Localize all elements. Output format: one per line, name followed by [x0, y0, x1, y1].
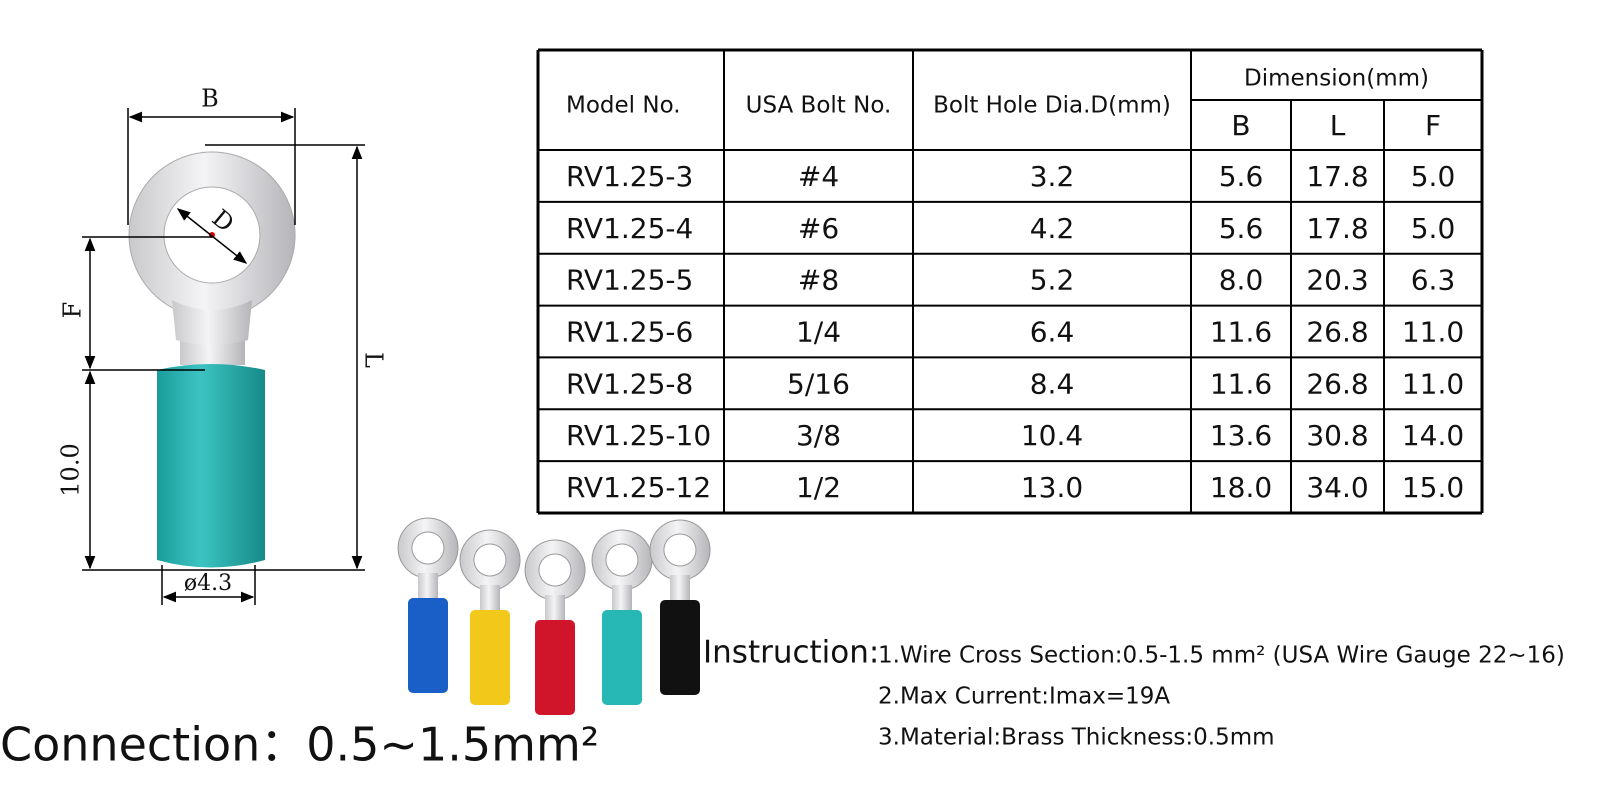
sub-header: L: [1330, 109, 1346, 142]
table-cell: 3/8: [796, 419, 841, 452]
table-cell: 6.4: [1030, 316, 1075, 349]
table-cell: 11.0: [1402, 316, 1464, 349]
table-cell: 5.0: [1411, 160, 1456, 193]
terminal-drawing: [128, 151, 296, 568]
table-cell: 26.8: [1306, 316, 1368, 349]
table-cell: 5.2: [1030, 264, 1075, 297]
table-cell: 6.3: [1411, 264, 1456, 297]
table-cell: 3.2: [1030, 160, 1075, 193]
table-cell: 13.6: [1210, 419, 1272, 452]
dimension-lines: [82, 108, 365, 605]
table-cell: 20.3: [1306, 264, 1368, 297]
table-cell: 5.0: [1411, 212, 1456, 245]
mini-ring: [524, 539, 586, 601]
group-header: Dimension(mm): [1244, 66, 1429, 92]
table-cell: 11.0: [1402, 367, 1464, 400]
instruction-list: 1.Wire Cross Section:0.5-1.5 mm² (USA Wi…: [878, 643, 1565, 751]
instruction-label: Instruction:: [703, 635, 879, 671]
table-cell: 14.0: [1402, 419, 1464, 452]
table-cell: 4.2: [1030, 212, 1075, 245]
table-cell: RV1.25-5: [566, 264, 693, 297]
label-f: F: [59, 302, 87, 319]
table-cell: RV1.25-10: [566, 419, 711, 452]
table-cell: 11.6: [1210, 316, 1272, 349]
label-l: L: [360, 352, 388, 368]
table-cell: 8.0: [1219, 264, 1264, 297]
table-cell: #6: [798, 212, 839, 245]
table-cell: #8: [798, 264, 839, 297]
connection-text: Connection：0.5~1.5mm²: [0, 718, 599, 772]
table-cell: 18.0: [1210, 471, 1272, 504]
mini-ring: [649, 519, 711, 581]
mini-ring: [591, 529, 653, 591]
table-cell: 10.4: [1021, 419, 1083, 452]
mini-terminal: [459, 529, 521, 705]
instruction-item: 2.Max Current:Imax=19A: [878, 684, 1170, 710]
table-cell: RV1.25-3: [566, 160, 693, 193]
table-cell: 30.8: [1306, 419, 1368, 452]
mini-sleeve: [470, 610, 510, 705]
table-cell: 11.6: [1210, 367, 1272, 400]
column-header: Bolt Hole Dia.D(mm): [933, 93, 1171, 119]
table-cell: 34.0: [1306, 471, 1368, 504]
mini-neck: [612, 585, 632, 615]
table-cell: RV1.25-8: [566, 367, 693, 400]
label-sleeve: 10.0: [57, 443, 85, 496]
label-diameter: ø4.3: [184, 571, 232, 596]
mini-neck: [670, 575, 690, 605]
mini-ring: [459, 529, 521, 591]
column-header: Model No.: [566, 93, 681, 119]
table-cell: 17.8: [1306, 212, 1368, 245]
table-cell: 8.4: [1030, 367, 1075, 400]
mini-terminal: [649, 519, 711, 695]
table-cell: 5.6: [1219, 160, 1264, 193]
mini-sleeve: [660, 600, 700, 695]
instruction-item: 1.Wire Cross Section:0.5-1.5 mm² (USA Wi…: [878, 643, 1565, 669]
table-cell: 13.0: [1021, 471, 1083, 504]
instruction-item: 3.Material:Brass Thickness:0.5mm: [878, 725, 1275, 751]
mini-terminal: [397, 517, 459, 693]
table-cell: 15.0: [1402, 471, 1464, 504]
sub-header: B: [1231, 109, 1250, 142]
mini-sleeve: [535, 620, 575, 715]
mini-sleeve: [602, 610, 642, 705]
table-cell: 5.6: [1219, 212, 1264, 245]
colored-terminals: [397, 517, 711, 715]
terminal-transition: [172, 300, 252, 345]
column-header: USA Bolt No.: [746, 93, 892, 119]
mini-sleeve: [408, 598, 448, 693]
table-cell: 1/4: [796, 316, 841, 349]
table-cell: 17.8: [1306, 160, 1368, 193]
mini-neck: [545, 595, 565, 625]
table-cell: RV1.25-12: [566, 471, 711, 504]
table-cell: RV1.25-4: [566, 212, 693, 245]
label-b: B: [201, 85, 219, 113]
terminal-sleeve: [157, 364, 265, 568]
mini-terminal: [591, 529, 653, 705]
table-cell: 1/2: [796, 471, 841, 504]
mini-neck: [480, 585, 500, 615]
sub-header: F: [1425, 109, 1441, 142]
mini-ring: [397, 517, 459, 579]
mini-neck: [418, 573, 438, 603]
mini-terminal: [524, 539, 586, 715]
table-cell: #4: [798, 160, 839, 193]
dimension-d: [176, 208, 248, 264]
table-cell: 26.8: [1306, 367, 1368, 400]
table-cell: 5/16: [787, 367, 850, 400]
table-cell: RV1.25-6: [566, 316, 693, 349]
spec-table: Model No. USA Bolt No. Bolt Hole Dia.D(mm)…: [536, 48, 1484, 515]
